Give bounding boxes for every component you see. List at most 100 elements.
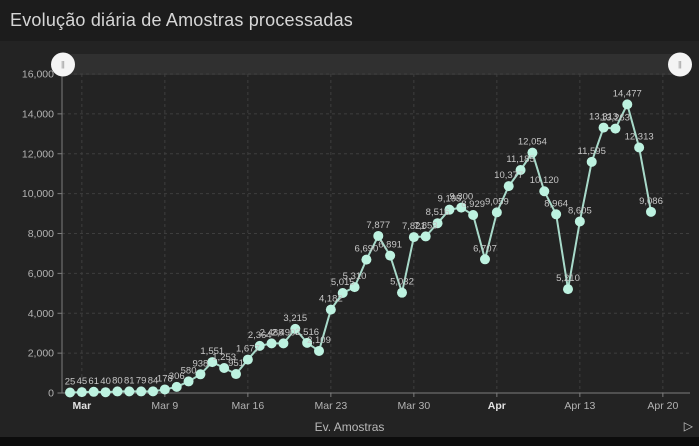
x-tick-label: Mar 9	[151, 400, 178, 412]
data-point[interactable]	[491, 207, 502, 218]
data-point[interactable]	[159, 384, 170, 395]
y-tick-label: 2,000	[28, 348, 54, 360]
data-point-label: 13,263	[601, 113, 630, 124]
data-point[interactable]	[337, 288, 348, 299]
data-point[interactable]	[76, 387, 87, 398]
data-point-label: 1,677	[236, 344, 260, 355]
chart-title: Evolução diária de Amostras processadas	[10, 10, 353, 30]
x-axis-labels: Mar Mar 9 Mar 16 Mar 23 Mar 30 Apr Apr 13 Apr 2…	[73, 400, 679, 412]
range-slider-left-handle[interactable]: ‖	[51, 52, 75, 77]
data-point-label: 61	[88, 376, 99, 387]
data-point-label: 5,210	[556, 273, 580, 284]
data-point[interactable]	[373, 230, 384, 241]
line-chart: 0 2,000 4,000 6,000 8,000 10,000 12,000 14,000 1…	[22, 52, 692, 412]
x-tick-label: Mar 23	[315, 400, 348, 412]
data-point[interactable]	[645, 206, 656, 217]
data-point[interactable]	[242, 354, 253, 365]
data-point-label: 8,516	[426, 207, 450, 218]
data-point[interactable]	[266, 338, 277, 349]
data-point-label: 8,605	[568, 205, 592, 216]
data-point[interactable]	[527, 147, 538, 158]
legend-series-label: Ev. Amostras	[314, 419, 385, 434]
x-tick-label: Mar 16	[232, 400, 265, 412]
data-point[interactable]	[456, 202, 467, 213]
data-point[interactable]	[349, 282, 360, 293]
data-point[interactable]	[325, 304, 336, 315]
legend-next-arrow-icon[interactable]: ▷	[683, 419, 693, 433]
bottom-scrollbar[interactable]	[0, 437, 699, 446]
data-point-label: 9,086	[639, 196, 663, 207]
range-slider-right-handle[interactable]: ‖	[668, 52, 692, 77]
data-point[interactable]	[361, 254, 372, 265]
data-point-label: 5,310	[343, 271, 367, 282]
data-point[interactable]	[278, 338, 289, 349]
data-point[interactable]	[313, 345, 324, 356]
data-point-label: 5,032	[390, 277, 414, 288]
data-point[interactable]	[515, 164, 526, 175]
data-point[interactable]	[100, 387, 111, 398]
data-point[interactable]	[147, 386, 158, 397]
data-point-label: 13,313	[589, 112, 618, 123]
data-point-label: 11,185	[506, 154, 534, 165]
data-point-label: 7,877	[366, 220, 390, 231]
data-point[interactable]	[503, 181, 514, 192]
data-point[interactable]	[562, 284, 573, 295]
data-point[interactable]	[444, 204, 455, 215]
data-point[interactable]	[171, 381, 182, 392]
y-tick-label: 8,000	[28, 228, 54, 240]
data-point[interactable]	[230, 369, 241, 380]
data-point-label: 7,853	[414, 220, 438, 231]
y-axis-labels: 0 2,000 4,000 6,000 8,000 10,000 12,000 14,000 1…	[22, 69, 54, 400]
y-tick-label: 14,000	[22, 108, 54, 120]
range-slider-track[interactable]	[62, 54, 690, 75]
data-point[interactable]	[598, 122, 609, 133]
data-point[interactable]	[219, 363, 230, 374]
data-point-label: 10,377	[494, 170, 523, 181]
x-tick-label: Mar	[73, 400, 92, 412]
data-point-label: 1,551	[200, 346, 224, 357]
y-tick-label: 10,000	[22, 188, 54, 200]
data-point[interactable]	[586, 156, 597, 167]
data-point[interactable]	[420, 231, 431, 242]
data-point[interactable]	[65, 387, 75, 398]
data-point[interactable]	[539, 186, 550, 197]
data-point-label: 11,595	[578, 146, 606, 157]
data-point-label: 951	[228, 358, 244, 369]
data-point[interactable]	[385, 250, 396, 261]
data-point[interactable]	[610, 123, 621, 134]
slider-grip-icon: ‖	[678, 61, 682, 72]
data-point[interactable]	[183, 376, 194, 387]
data-point[interactable]	[396, 287, 407, 298]
data-point[interactable]	[290, 323, 301, 334]
data-point-label: 80	[112, 375, 123, 386]
data-point-label: 10,120	[530, 175, 559, 186]
data-point-label: 306	[169, 371, 185, 382]
data-point-label: 2,516	[295, 327, 319, 338]
data-point[interactable]	[302, 337, 313, 348]
data-point[interactable]	[479, 254, 490, 265]
data-point[interactable]	[551, 209, 562, 220]
data-point-label: 9,195	[438, 194, 462, 205]
data-point-label: 12,313	[625, 132, 654, 143]
data-points	[65, 99, 656, 398]
data-point[interactable]	[574, 216, 585, 227]
data-point-label: 2,109	[307, 335, 331, 346]
data-point[interactable]	[622, 99, 633, 110]
data-point-label: 14,477	[613, 88, 642, 99]
data-point[interactable]	[634, 142, 645, 153]
data-point[interactable]	[88, 386, 99, 397]
data-point[interactable]	[136, 386, 147, 397]
data-point[interactable]	[408, 232, 419, 243]
data-point[interactable]	[468, 209, 479, 220]
data-point-label: 9,059	[485, 196, 509, 207]
data-point-label: 2,488	[260, 327, 284, 338]
data-point[interactable]	[124, 386, 135, 397]
data-point[interactable]	[112, 386, 123, 397]
x-tick-label: Apr	[488, 400, 506, 412]
data-point[interactable]	[207, 357, 218, 368]
data-point[interactable]	[432, 218, 443, 229]
data-point[interactable]	[254, 340, 265, 351]
data-point-label: 84	[148, 375, 159, 386]
data-point[interactable]	[195, 369, 206, 380]
x-tick-label: Apr 13	[564, 400, 595, 412]
